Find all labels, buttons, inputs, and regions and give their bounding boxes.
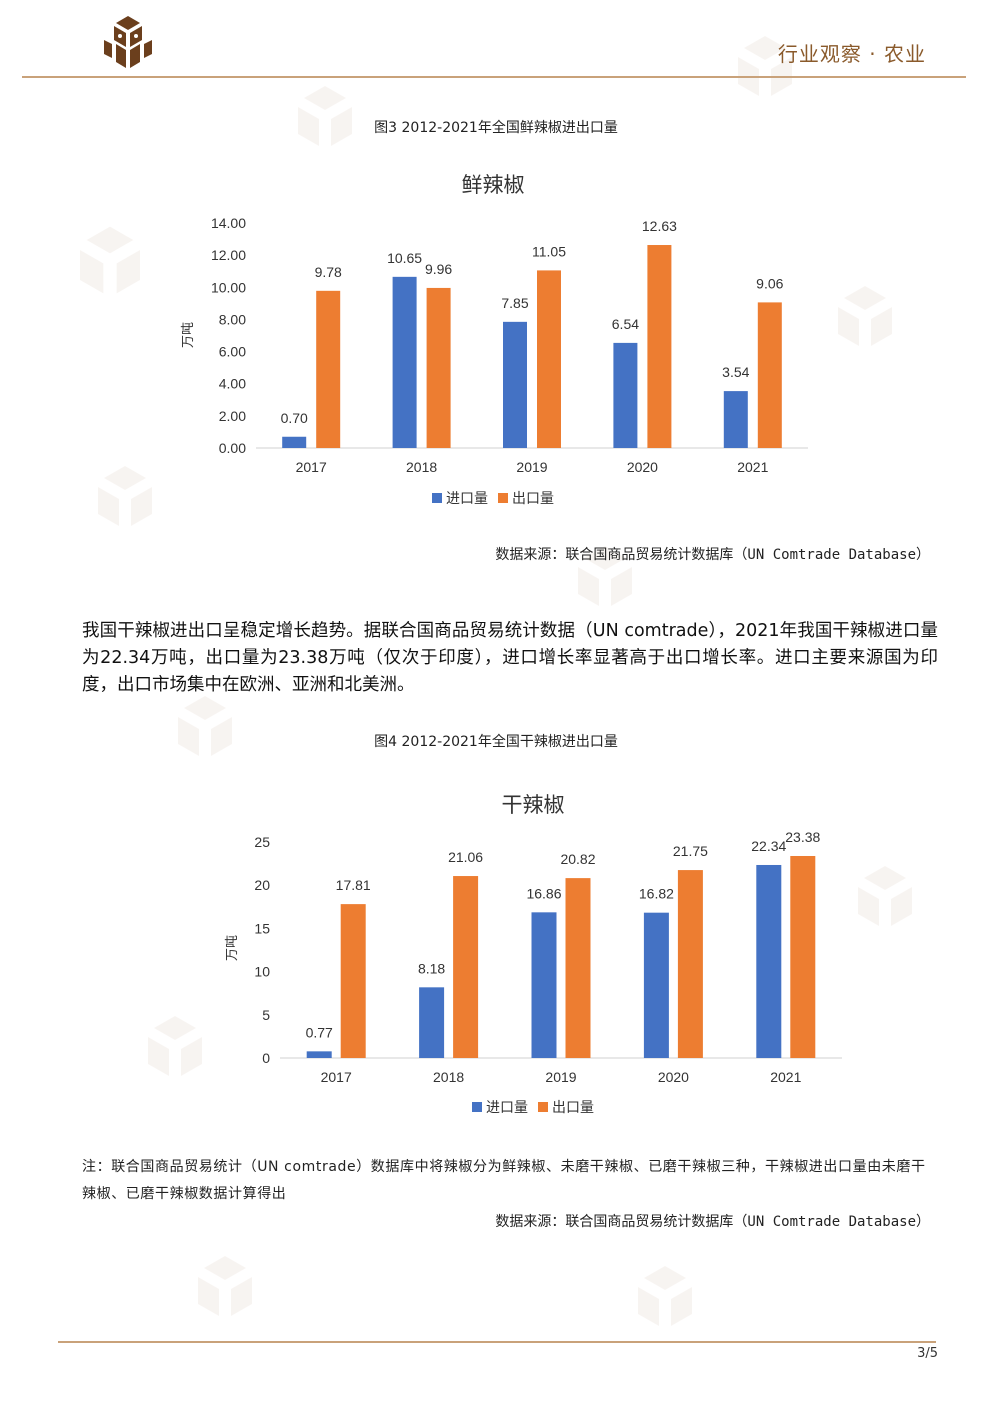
export-bar <box>647 245 672 448</box>
export-bar <box>677 870 703 1058</box>
export-bar <box>316 290 341 448</box>
y-axis-label: 万吨 <box>181 322 196 348</box>
import-bar <box>282 436 307 448</box>
y-tick-label: 10 <box>254 964 270 980</box>
import-bar <box>306 1051 332 1058</box>
x-tick-label: 2020 <box>658 1069 689 1085</box>
x-tick-label: 2018 <box>406 459 437 475</box>
watermark-logo-icon <box>858 866 912 926</box>
x-tick-label: 2017 <box>321 1069 352 1085</box>
y-tick-label: 8.00 <box>219 311 246 327</box>
data-label: 11.05 <box>532 243 566 259</box>
export-bar <box>757 302 782 448</box>
figure4-note: 注：联合国商品贸易统计（UN comtrade）数据库中将辣椒分为鲜辣椒、未磨干… <box>82 1159 926 1202</box>
data-label: 0.70 <box>281 410 308 426</box>
import-bar <box>392 276 417 448</box>
x-tick-label: 2019 <box>545 1069 576 1085</box>
legend-swatch <box>538 1102 548 1112</box>
legend-label: 进口量 <box>486 1100 528 1116</box>
legend-label: 进口量 <box>446 491 488 507</box>
y-tick-label: 6.00 <box>219 344 246 360</box>
import-bar <box>613 342 638 448</box>
watermark-logo-icon <box>198 1256 252 1316</box>
watermark-logo-icon <box>148 1016 202 1076</box>
legend-swatch <box>472 1102 482 1112</box>
import-bar <box>419 987 445 1058</box>
legend-swatch <box>432 493 442 503</box>
y-tick-label: 5 <box>262 1007 270 1023</box>
data-label: 9.78 <box>315 264 342 280</box>
y-tick-label: 14.00 <box>211 215 246 231</box>
data-label: 16.82 <box>639 886 674 902</box>
header-section-title: 行业观察 · 农业 <box>777 42 926 66</box>
export-bar <box>565 878 591 1058</box>
watermark-logo-icon <box>298 86 352 146</box>
watermark-logo-icon <box>98 466 152 526</box>
x-tick-label: 2018 <box>433 1069 464 1085</box>
y-tick-label: 12.00 <box>211 247 246 263</box>
export-bar <box>537 270 561 448</box>
chart-title: 干辣椒 <box>502 793 565 817</box>
data-label: 7.85 <box>501 295 528 311</box>
data-label: 16.86 <box>526 885 561 901</box>
import-bar <box>503 321 527 448</box>
legend-label: 出口量 <box>552 1100 594 1116</box>
watermark-logo-icon <box>838 286 892 346</box>
watermark-logo-icon <box>80 226 140 294</box>
legend-swatch <box>498 493 508 503</box>
data-label: 0.77 <box>306 1024 333 1040</box>
data-label: 17.81 <box>336 877 371 893</box>
x-tick-label: 2021 <box>737 459 768 475</box>
x-tick-label: 2021 <box>770 1069 801 1085</box>
x-tick-label: 2019 <box>516 459 547 475</box>
data-label: 12.63 <box>642 218 677 234</box>
watermark-logo-icon <box>578 546 632 606</box>
figure4-source: 数据来源：联合国商品贸易统计数据库（UN Comtrade Database） <box>495 1214 930 1230</box>
data-label: 21.75 <box>673 843 708 859</box>
data-label: 20.82 <box>560 851 595 867</box>
figure3-caption: 图3 2012-2021年全国鲜辣椒进出口量 <box>374 120 618 136</box>
export-bar <box>453 876 479 1058</box>
header-divider <box>22 76 966 78</box>
y-tick-label: 20 <box>254 877 270 893</box>
data-label: 6.54 <box>612 316 639 332</box>
data-label: 22.34 <box>751 838 786 854</box>
export-bar <box>426 287 451 448</box>
x-tick-label: 2020 <box>627 459 658 475</box>
page-number: 3/5 <box>917 1346 938 1361</box>
y-axis-label: 万吨 <box>225 935 240 961</box>
company-logo-icon <box>104 16 152 68</box>
y-tick-label: 2.00 <box>219 408 246 424</box>
export-bar <box>790 855 816 1058</box>
y-tick-label: 0 <box>262 1050 270 1066</box>
y-tick-label: 25 <box>254 834 270 850</box>
data-label: 10.65 <box>387 250 422 266</box>
import-bar <box>756 864 782 1058</box>
y-tick-label: 10.00 <box>211 279 246 295</box>
legend-label: 出口量 <box>512 491 554 507</box>
y-tick-label: 4.00 <box>219 376 246 392</box>
import-bar <box>643 912 669 1058</box>
import-bar <box>531 912 557 1058</box>
footer-divider <box>58 1341 936 1343</box>
y-tick-label: 15 <box>254 920 270 936</box>
data-label: 8.18 <box>418 960 445 976</box>
figure3-source: 数据来源：联合国商品贸易统计数据库（UN Comtrade Database） <box>495 547 930 563</box>
watermark-logo-icon <box>638 1266 692 1326</box>
x-tick-label: 2017 <box>296 459 327 475</box>
export-bar <box>340 904 366 1058</box>
body-paragraph: 我国干辣椒进出口呈稳定增长趋势。据联合国商品贸易统计数据（UN comtrade… <box>82 621 938 695</box>
data-label: 3.54 <box>722 364 749 380</box>
data-label: 9.06 <box>756 275 783 291</box>
data-label: 9.96 <box>425 261 452 277</box>
watermark-logo-icon <box>178 696 232 756</box>
chart-title: 鲜辣椒 <box>462 173 525 197</box>
import-bar <box>723 391 748 448</box>
data-label: 21.06 <box>448 849 483 865</box>
data-label: 23.38 <box>785 829 820 845</box>
y-tick-label: 0.00 <box>219 440 246 456</box>
figure4-caption: 图4 2012-2021年全国干辣椒进出口量 <box>374 734 618 750</box>
